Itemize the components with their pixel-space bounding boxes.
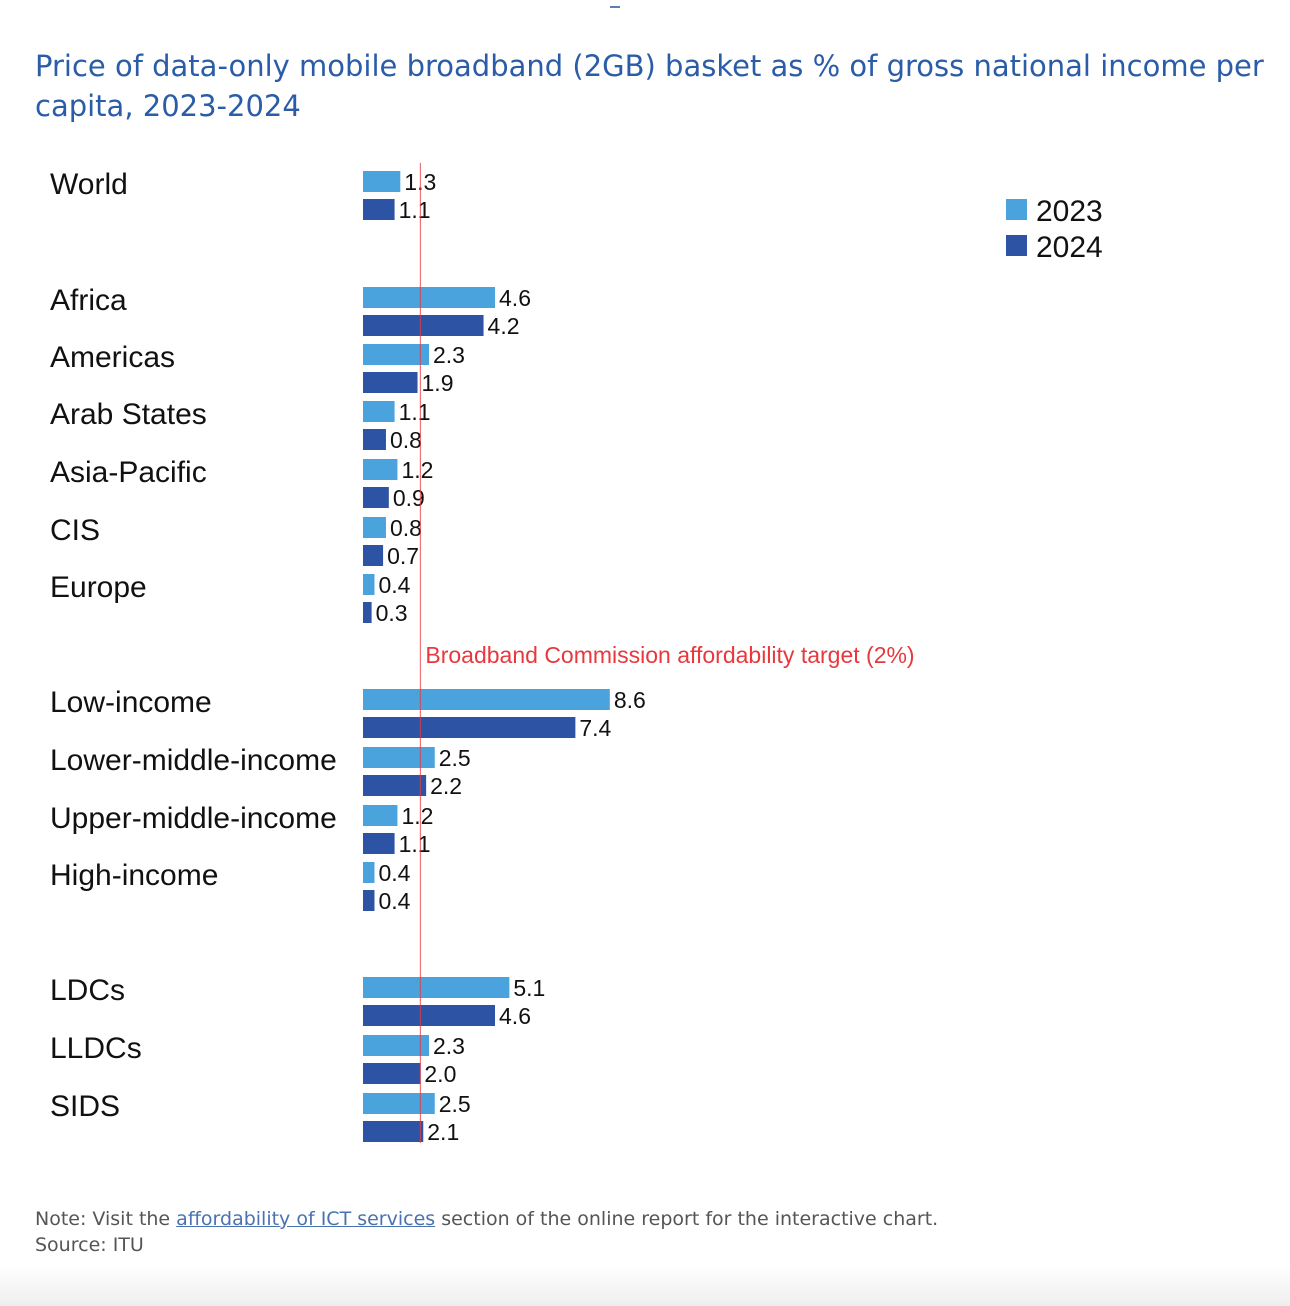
value-label-2024-lower-middle-income: 2.2 [430,773,462,799]
bar-2024-sids [363,1121,424,1142]
bar-2023-europe [363,574,375,595]
bar-2023-lower-middle-income [363,747,435,768]
note-prefix: Note: Visit the [35,1208,177,1230]
value-label-2023-asia-pacific: 1.2 [401,457,433,483]
category-label-asia-pacific: Asia-Pacific [50,456,207,489]
value-label-2023-ldcs: 5.1 [513,975,545,1001]
category-label-lldcs: LLDCs [50,1032,142,1065]
category-label-cis: CIS [50,514,100,547]
bar-2024-upper-middle-income [363,833,395,854]
value-label-2024-upper-middle-income: 1.1 [399,831,431,857]
bar-2023-sids [363,1093,435,1114]
value-label-2024-low-income: 7.4 [579,715,611,741]
category-label-arab-states: Arab States [50,398,207,431]
footer-note: Note: Visit the affordability of ICT ser… [35,1206,1255,1232]
category-label-americas: Americas [50,341,175,374]
legend-swatch-2024 [1006,235,1027,256]
footer-source: Source: ITU [35,1234,144,1256]
category-label-high-income: High-income [50,859,218,892]
value-label-2024-arab-states: 0.8 [390,427,422,453]
value-label-2023-arab-states: 1.1 [399,399,431,425]
legend-label-2024: 2024 [1036,231,1103,264]
bar-2024-world [363,199,395,220]
value-label-2024-americas: 1.9 [422,370,454,396]
bar-2024-lower-middle-income [363,775,427,796]
bar-2024-ldcs [363,1005,496,1026]
bar-2024-africa [363,315,484,336]
category-label-europe: Europe [50,571,147,604]
chart-title: Price of data-only mobile broadband (2GB… [35,49,1264,123]
value-label-2023-cis: 0.8 [390,515,422,541]
category-label-africa: Africa [50,284,127,317]
value-label-2024-world: 1.1 [399,197,431,223]
bar-2023-lldcs [363,1035,430,1056]
value-label-2024-sids: 2.1 [427,1119,459,1145]
category-label-upper-middle-income: Upper-middle-income [50,802,337,835]
bar-2023-americas [363,344,430,365]
bar-2024-cis [363,545,384,566]
category-label-low-income: Low-income [50,686,212,719]
value-label-2023-africa: 4.6 [499,285,531,311]
category-label-world: World [50,168,128,201]
bar-2023-asia-pacific [363,459,398,480]
category-label-ldcs: LDCs [50,974,125,1007]
bar-2024-lldcs [363,1063,421,1084]
legend-label-2023: 2023 [1036,195,1103,228]
value-label-2024-high-income: 0.4 [378,888,410,914]
value-label-2023-sids: 2.5 [439,1091,471,1117]
target-label: Broadband Commission affordability targe… [425,642,914,668]
bar-2024-arab-states [363,429,386,450]
bar-2024-americas [363,372,418,393]
value-label-2024-ldcs: 4.6 [499,1003,531,1029]
value-label-2023-europe: 0.4 [378,572,410,598]
value-label-2024-asia-pacific: 0.9 [393,485,425,511]
value-label-2023-high-income: 0.4 [378,860,410,886]
bottom-fade [0,1266,1290,1306]
note-suffix: section of the online report for the int… [435,1208,939,1230]
value-label-2024-lldcs: 2.0 [424,1061,456,1087]
value-label-2024-africa: 4.2 [488,313,520,339]
bar-2024-high-income [363,890,375,911]
legend-swatch-2023 [1006,199,1027,220]
bar-2024-asia-pacific [363,487,389,508]
value-label-2023-lldcs: 2.3 [433,1033,465,1059]
bar-2023-arab-states [363,401,395,422]
value-label-2024-europe: 0.3 [376,600,408,626]
value-label-2023-upper-middle-income: 1.2 [401,803,433,829]
value-label-2023-low-income: 8.6 [614,687,646,713]
category-label-sids: SIDS [50,1090,120,1123]
category-label-lower-middle-income: Lower-middle-income [50,744,337,777]
value-label-2023-lower-middle-income: 2.5 [439,745,471,771]
bar-2024-europe [363,602,372,623]
bar-2023-low-income [363,689,610,710]
bar-2023-cis [363,517,386,538]
bar-2023-ldcs [363,977,510,998]
bar-2023-world [363,171,401,192]
affordability-link[interactable]: affordability of ICT services [176,1208,436,1230]
bar-2023-high-income [363,862,375,883]
value-label-2023-americas: 2.3 [433,342,465,368]
page-top-marker [610,6,620,8]
value-label-2024-cis: 0.7 [387,543,419,569]
bar-2023-africa [363,287,496,308]
bar-2023-upper-middle-income [363,805,398,826]
chart-footer: Note: Visit the affordability of ICT ser… [35,1206,1255,1258]
bar-2024-low-income [363,717,576,738]
